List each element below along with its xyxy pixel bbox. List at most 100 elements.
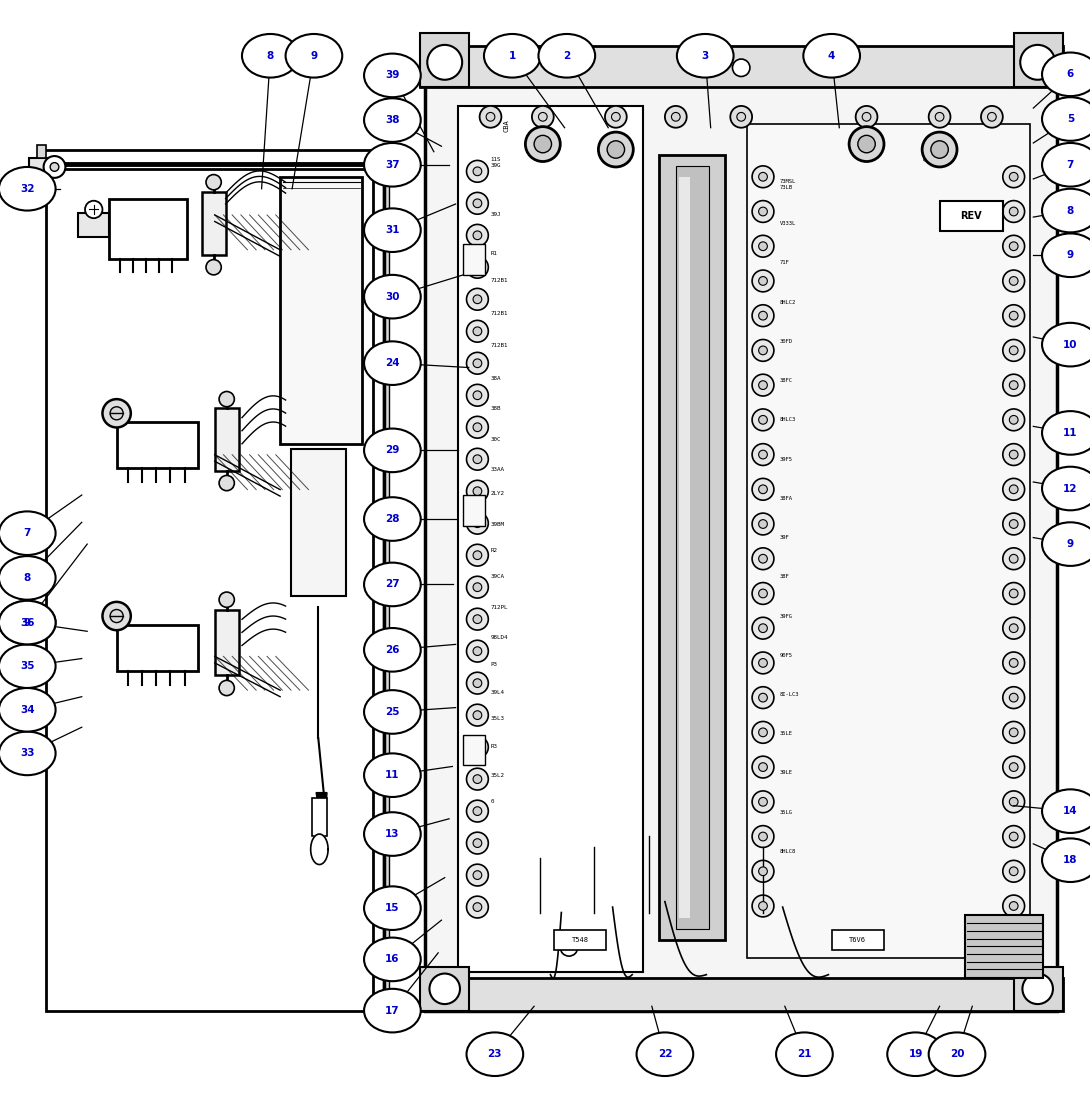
Circle shape — [598, 132, 633, 166]
FancyBboxPatch shape — [659, 155, 725, 940]
Circle shape — [1009, 415, 1018, 424]
Circle shape — [759, 728, 767, 737]
FancyBboxPatch shape — [46, 169, 373, 1010]
Ellipse shape — [637, 1032, 693, 1076]
Text: 39J: 39J — [490, 212, 501, 218]
Circle shape — [737, 112, 746, 121]
Text: 11: 11 — [385, 770, 400, 780]
Circle shape — [1003, 687, 1025, 708]
Circle shape — [759, 485, 767, 494]
Text: 38F: 38F — [779, 574, 789, 579]
Circle shape — [858, 135, 875, 153]
Text: 39LE: 39LE — [779, 770, 792, 776]
Text: 16: 16 — [385, 955, 400, 965]
Text: 2: 2 — [564, 51, 570, 61]
Circle shape — [1003, 617, 1025, 639]
Circle shape — [102, 602, 131, 630]
Circle shape — [219, 475, 234, 491]
Circle shape — [473, 807, 482, 816]
Circle shape — [1009, 485, 1018, 494]
Circle shape — [752, 583, 774, 604]
Text: 33AA: 33AA — [490, 467, 505, 473]
Ellipse shape — [364, 989, 421, 1032]
Circle shape — [752, 756, 774, 778]
Circle shape — [759, 797, 767, 806]
Circle shape — [473, 679, 482, 687]
FancyBboxPatch shape — [280, 176, 362, 444]
Circle shape — [473, 743, 482, 751]
Circle shape — [473, 263, 482, 272]
FancyBboxPatch shape — [78, 213, 109, 236]
Circle shape — [1009, 624, 1018, 633]
Circle shape — [759, 172, 767, 181]
Circle shape — [1003, 340, 1025, 361]
Text: 33: 33 — [20, 748, 35, 758]
Circle shape — [532, 105, 554, 128]
Text: 9: 9 — [24, 617, 31, 627]
Circle shape — [611, 112, 620, 121]
Text: 7: 7 — [1067, 160, 1074, 170]
Circle shape — [1009, 519, 1018, 528]
Text: T548: T548 — [571, 937, 589, 942]
Text: 26: 26 — [385, 645, 400, 655]
Circle shape — [1009, 242, 1018, 251]
FancyBboxPatch shape — [29, 159, 49, 180]
Circle shape — [1003, 408, 1025, 431]
Text: 22: 22 — [657, 1049, 673, 1059]
Circle shape — [1009, 832, 1018, 841]
Ellipse shape — [803, 34, 860, 78]
Text: CB8: CB8 — [923, 149, 930, 161]
Ellipse shape — [364, 53, 421, 98]
Ellipse shape — [364, 209, 421, 252]
Circle shape — [473, 615, 482, 624]
Circle shape — [110, 406, 123, 420]
Text: CBA: CBA — [504, 119, 510, 132]
Circle shape — [1003, 548, 1025, 569]
Circle shape — [473, 359, 482, 367]
Ellipse shape — [364, 938, 421, 981]
Circle shape — [1003, 583, 1025, 604]
Circle shape — [730, 105, 752, 128]
FancyBboxPatch shape — [420, 33, 469, 88]
Text: 3: 3 — [702, 51, 708, 61]
Ellipse shape — [0, 166, 56, 211]
Circle shape — [467, 768, 488, 790]
Circle shape — [1009, 554, 1018, 563]
Text: R3: R3 — [490, 745, 497, 749]
Text: 24: 24 — [385, 359, 400, 369]
FancyBboxPatch shape — [291, 450, 346, 596]
Circle shape — [467, 192, 488, 214]
Text: 11: 11 — [1063, 428, 1078, 438]
Circle shape — [206, 260, 221, 275]
Circle shape — [473, 518, 482, 527]
Circle shape — [759, 276, 767, 285]
Text: 36: 36 — [20, 617, 35, 627]
Circle shape — [752, 548, 774, 569]
Text: 90F5: 90F5 — [779, 653, 792, 658]
Circle shape — [467, 513, 488, 534]
Circle shape — [1003, 374, 1025, 396]
Circle shape — [732, 59, 750, 77]
Ellipse shape — [364, 887, 421, 930]
FancyBboxPatch shape — [463, 495, 485, 525]
Text: 38FA: 38FA — [779, 496, 792, 501]
Circle shape — [752, 305, 774, 326]
Circle shape — [922, 132, 957, 166]
Ellipse shape — [467, 1032, 523, 1076]
FancyBboxPatch shape — [747, 124, 1030, 958]
Circle shape — [473, 199, 482, 208]
Circle shape — [534, 135, 552, 153]
Circle shape — [1003, 722, 1025, 744]
Text: 39: 39 — [385, 70, 400, 80]
Text: R2: R2 — [490, 548, 497, 553]
Ellipse shape — [0, 688, 56, 731]
Text: 6: 6 — [1067, 69, 1074, 79]
Circle shape — [862, 112, 871, 121]
FancyBboxPatch shape — [420, 46, 1063, 88]
Text: 39BM: 39BM — [490, 522, 505, 527]
Circle shape — [752, 791, 774, 813]
Ellipse shape — [0, 645, 56, 688]
Circle shape — [752, 165, 774, 188]
Ellipse shape — [0, 556, 56, 599]
Circle shape — [473, 902, 482, 911]
